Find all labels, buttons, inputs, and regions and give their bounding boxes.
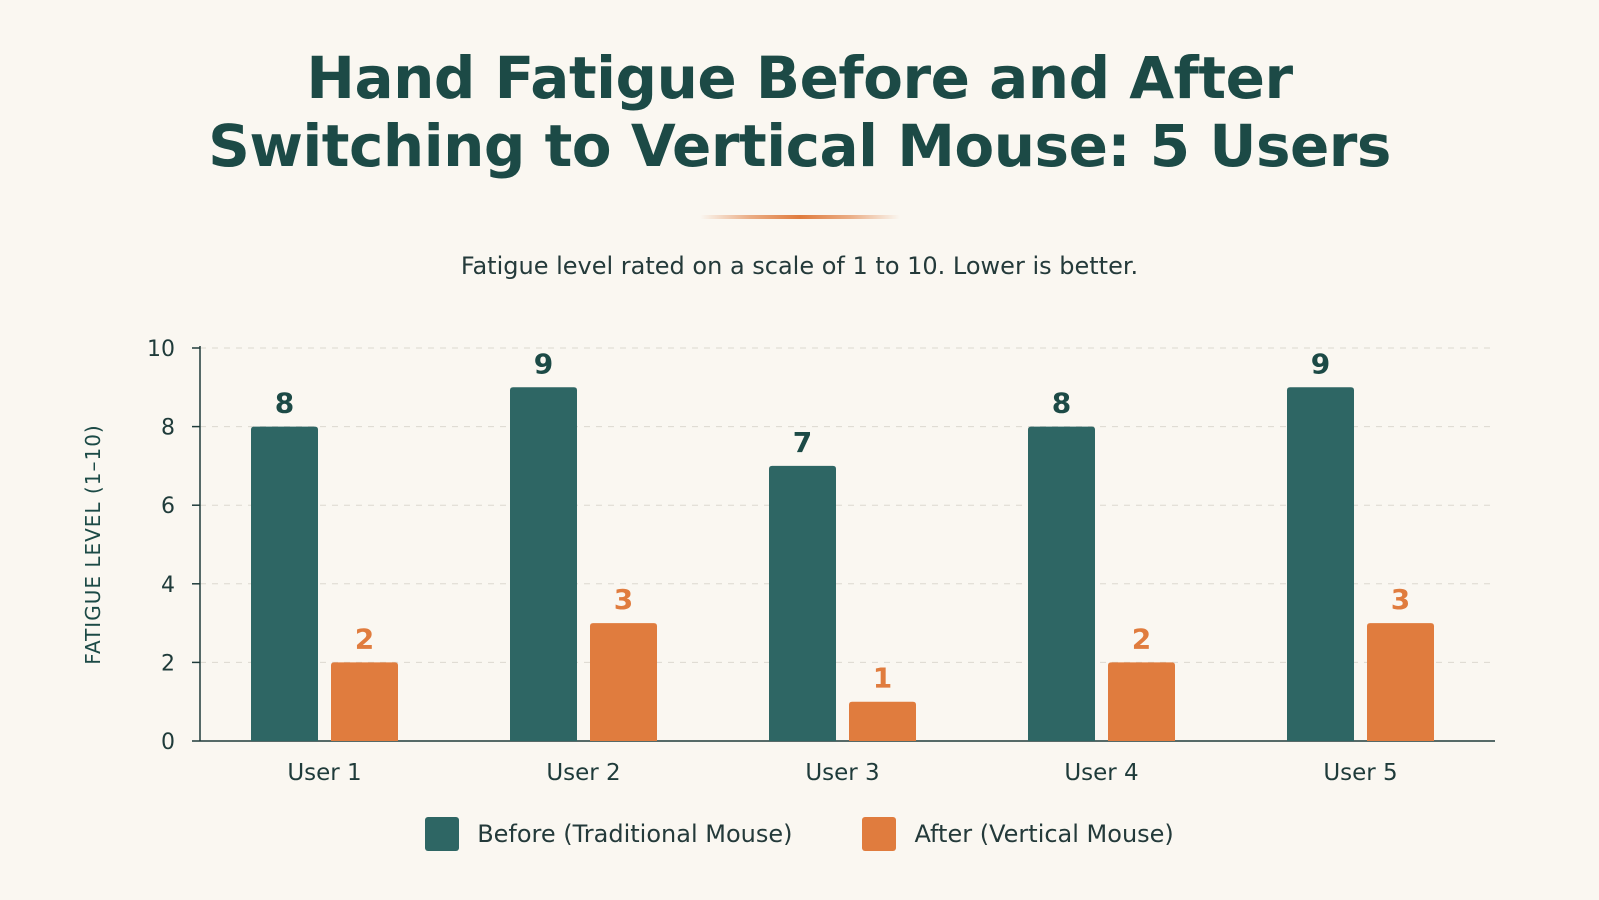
bar-before [251, 426, 318, 741]
bar-after [849, 701, 916, 741]
chart-title: Hand Fatigue Before and After Switching … [0, 44, 1599, 180]
y-tick-label: 2 [161, 651, 175, 676]
data-label-after: 2 [355, 622, 374, 655]
y-axis-title: FATIGUE LEVEL (1–10) [81, 424, 105, 664]
bar-after [1367, 623, 1434, 741]
x-tick-label: User 2 [546, 760, 620, 786]
data-label-before: 9 [534, 347, 553, 380]
y-tick-label: 4 [161, 573, 175, 598]
chart-legend: Before (Traditional Mouse) After (Vertic… [0, 817, 1599, 851]
y-tick-label: 10 [147, 337, 175, 362]
bar-after [590, 623, 657, 741]
x-tick-label: User 1 [287, 760, 361, 786]
bar-before [769, 465, 836, 741]
chart-subtitle: Fatigue level rated on a scale of 1 to 1… [460, 252, 1139, 280]
title-line-1: Hand Fatigue Before and After [306, 44, 1293, 112]
legend-label-after: After (Vertical Mouse) [914, 820, 1174, 848]
title-line-2: Switching to Vertical Mouse: 5 Users [208, 112, 1391, 180]
data-label-before: 8 [275, 387, 294, 420]
data-label-after: 3 [614, 583, 633, 616]
legend-item-before: Before (Traditional Mouse) [425, 817, 792, 851]
data-label-before: 8 [1052, 387, 1071, 420]
y-tick-label: 6 [161, 494, 175, 519]
bar-before [1287, 387, 1354, 741]
legend-swatch-before [425, 817, 460, 851]
bar-before [1028, 426, 1095, 741]
x-tick-label: User 4 [1064, 760, 1138, 786]
y-tick-label: 0 [161, 730, 175, 755]
data-label-before: 9 [1311, 347, 1330, 380]
data-label-after: 3 [1391, 583, 1410, 616]
title-divider [700, 215, 900, 219]
data-label-before: 7 [793, 426, 812, 459]
x-tick-label: User 5 [1323, 760, 1397, 786]
bar-before [510, 387, 577, 741]
bar-after [331, 662, 398, 741]
legend-item-after: After (Vertical Mouse) [862, 817, 1174, 851]
legend-label-before: Before (Traditional Mouse) [477, 820, 793, 848]
legend-swatch-after [862, 817, 897, 851]
x-tick-label: User 3 [805, 760, 879, 786]
data-label-after: 2 [1132, 622, 1151, 655]
y-tick-label: 8 [161, 416, 175, 441]
bar-after [1108, 662, 1175, 741]
data-label-after: 1 [873, 662, 892, 695]
